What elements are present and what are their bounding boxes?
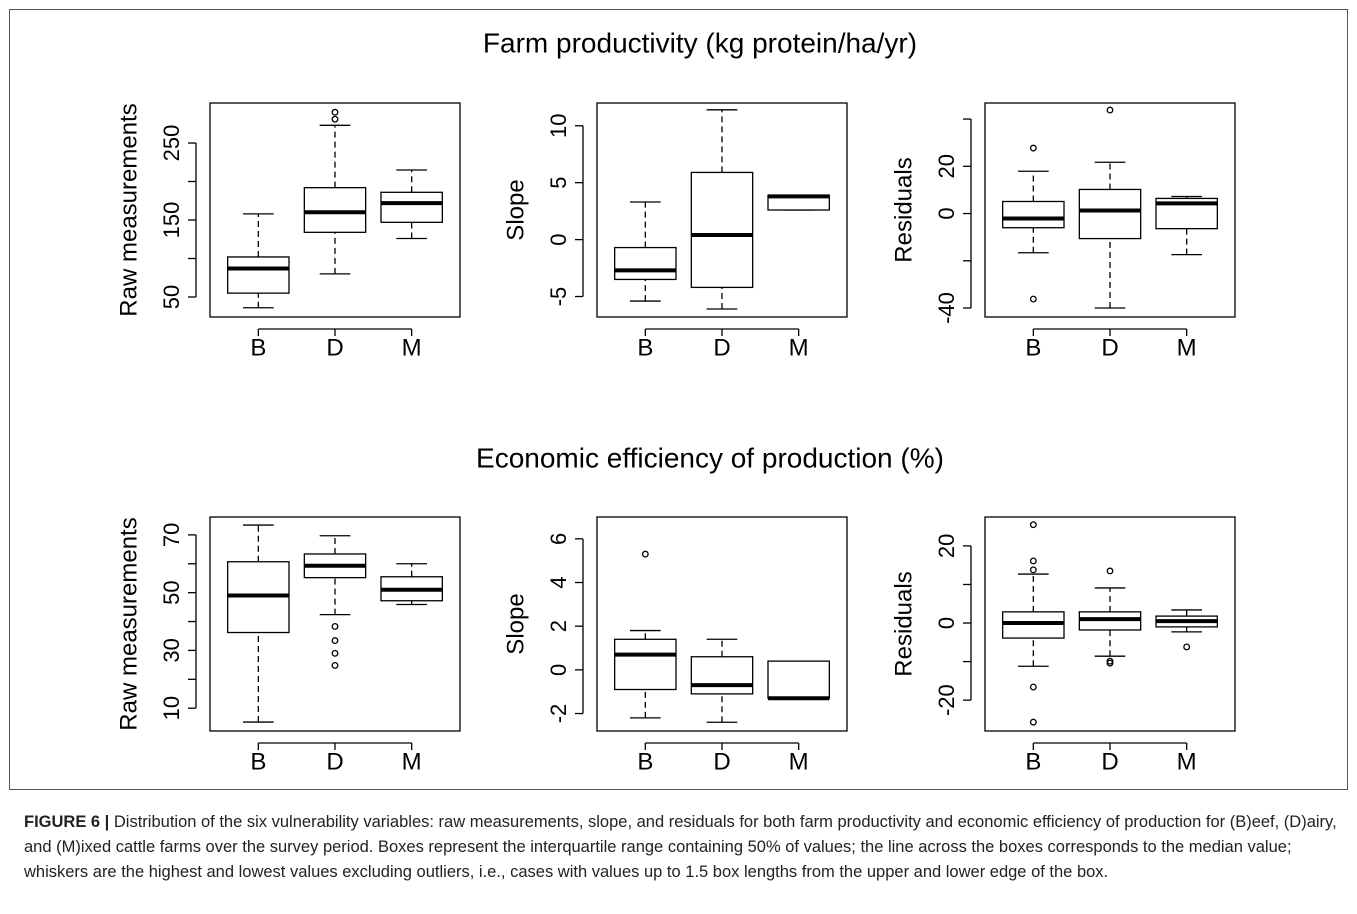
plot-frame [596,516,848,732]
outlier [1106,106,1114,114]
x-tick-label: B [250,334,266,361]
x-tick-label: D [326,334,343,361]
y-tick-label: 0 [934,207,959,219]
y-tick-label: 2 [546,620,571,632]
y-tick-label: 4 [546,576,571,588]
y-axis-label: Slope [502,179,529,240]
box [227,256,290,294]
box [690,171,754,289]
x-tick-label: B [1025,748,1041,775]
box [614,638,677,691]
outlier [1029,557,1037,565]
outlier [331,637,339,645]
y-tick-label: 5 [546,177,571,189]
y-tick-label: 10 [546,114,571,138]
caption-label: FIGURE 6 | [24,813,110,831]
y-tick-label: 150 [159,202,184,239]
box [380,191,443,223]
y-tick-label: -20 [934,684,959,716]
y-tick-label: 20 [934,154,959,178]
y-tick-label: 6 [546,533,571,545]
y-axis-label: Raw measurements [115,517,142,730]
x-tick-label: D [1101,334,1118,361]
x-tick-label: M [789,748,809,775]
y-tick-label: -40 [934,292,959,324]
y-tick-label: 50 [159,285,184,309]
outlier [331,623,339,630]
x-tick-label: B [637,334,653,361]
box [690,656,754,695]
figure-border [9,9,1348,790]
plot-frame [209,102,461,318]
y-tick-label: 250 [159,125,184,162]
y-tick-label: 30 [159,638,184,662]
y-tick-label: -2 [546,704,571,724]
x-tick-label: B [1025,334,1041,361]
x-tick-label: B [250,748,266,775]
y-tick-label: 10 [159,696,184,720]
y-tick-label: 0 [546,233,571,245]
outlier [331,108,339,116]
x-tick-label: M [1177,748,1197,775]
x-tick-label: M [1177,334,1197,361]
outlier [1029,566,1037,574]
outlier [1029,718,1037,726]
section-title: Farm productivity (kg protein/ha/yr) [483,27,917,58]
x-tick-label: D [713,334,730,361]
y-tick-label: 20 [934,534,959,558]
caption: FIGURE 6 | Distribution of the six vulne… [24,810,1339,885]
x-tick-label: M [789,334,809,361]
box [614,246,677,281]
outlier [1029,144,1037,152]
y-axis-label: Slope [502,593,529,654]
box [1078,188,1142,240]
plot-frame [209,516,461,732]
y-tick-label: -5 [546,287,571,307]
outlier [1106,659,1114,667]
plot-frame [984,516,1236,732]
outlier [1106,567,1114,575]
box [303,187,367,233]
outlier [331,649,339,657]
y-axis-label: Raw measurements [115,103,142,316]
x-tick-label: D [1101,748,1118,775]
x-tick-label: M [402,748,422,775]
y-tick-label: 50 [159,580,184,604]
box [1002,200,1065,229]
y-tick-label: 70 [159,523,184,547]
plot-frame [596,102,848,318]
outlier [1183,643,1191,651]
x-tick-label: B [637,748,653,775]
plot-frame [984,102,1236,318]
figure: Farm productivity (kg protein/ha/yr) Eco… [9,9,1348,790]
outlier [1029,683,1037,691]
outlier [331,661,339,669]
x-tick-label: D [326,748,343,775]
y-tick-label: 0 [546,664,571,676]
caption-text: Distribution of the six vulnerability va… [24,813,1337,881]
outlier [331,115,339,123]
outlier [1029,295,1037,303]
box [767,660,830,699]
section-title: Economic efficiency of production (%) [476,442,944,473]
outlier [641,550,649,558]
outlier [1029,521,1037,529]
y-tick-label: 0 [934,617,959,629]
y-axis-label: Residuals [890,157,917,262]
x-tick-label: M [402,334,422,361]
y-axis-label: Residuals [890,571,917,676]
x-tick-label: D [713,748,730,775]
